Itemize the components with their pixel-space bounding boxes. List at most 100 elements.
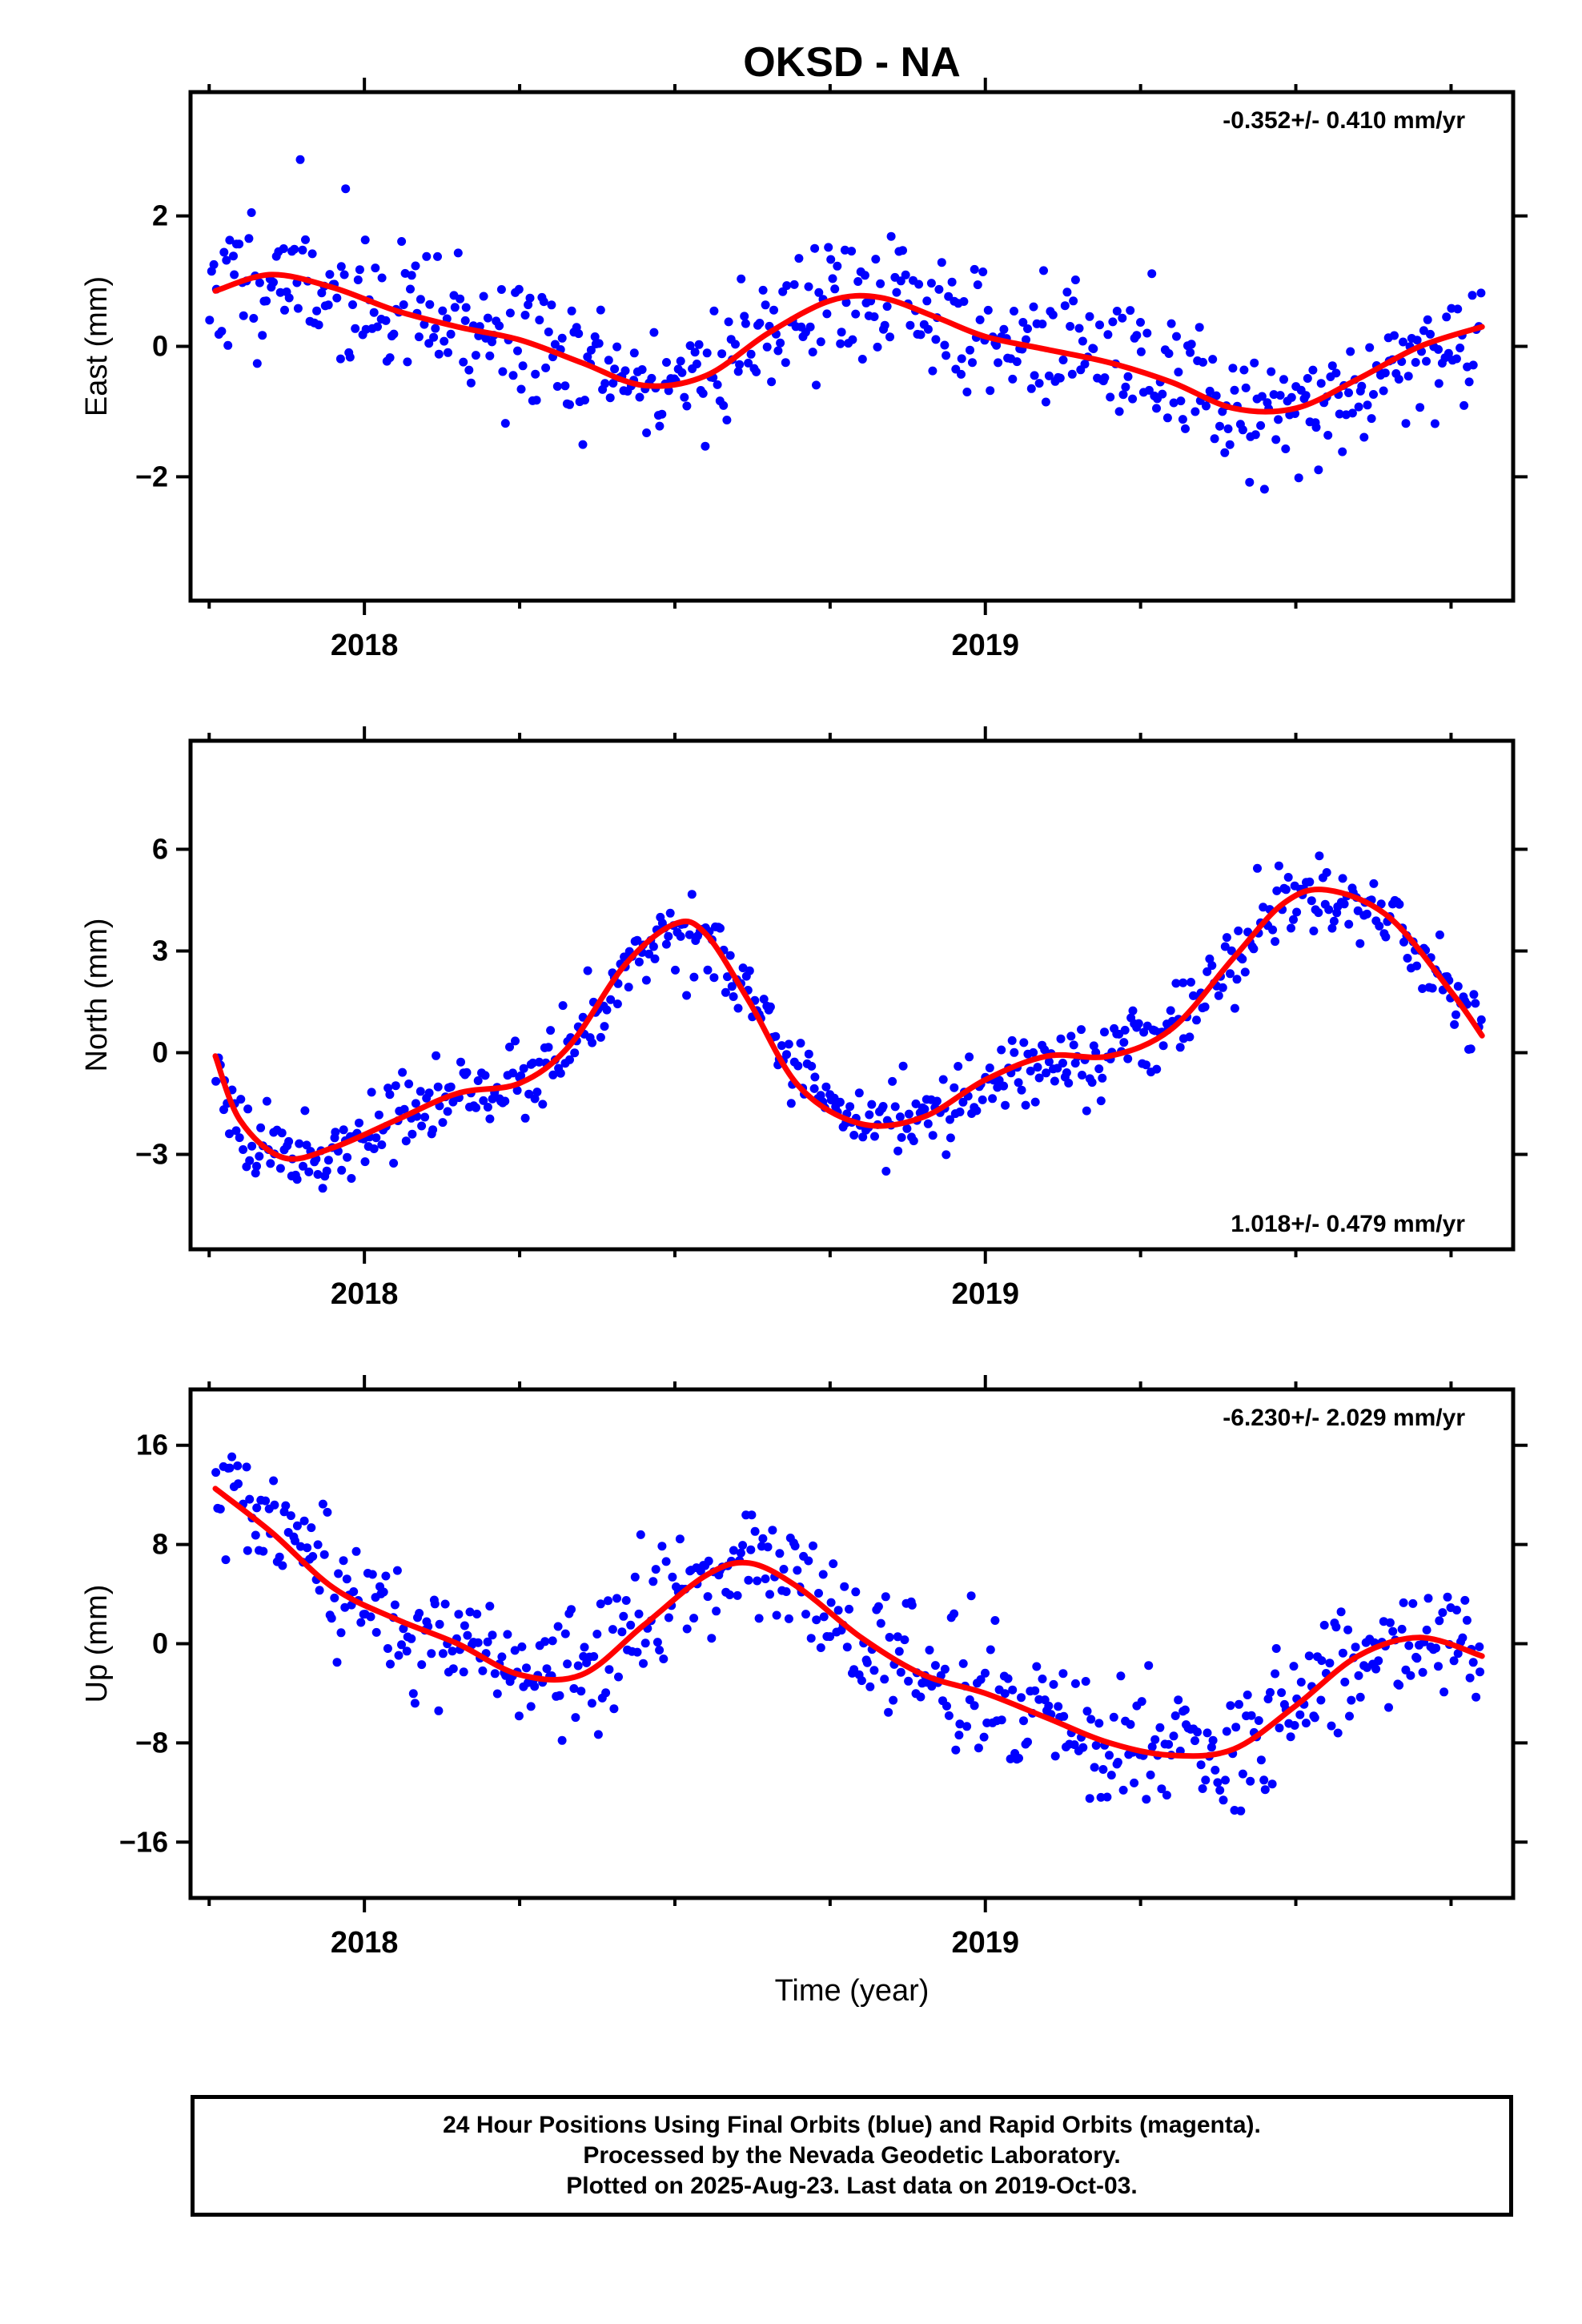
data-point bbox=[694, 340, 704, 349]
data-point bbox=[403, 357, 412, 367]
data-point bbox=[1091, 1741, 1101, 1750]
data-point bbox=[1427, 983, 1437, 993]
data-point bbox=[985, 1063, 994, 1072]
data-point bbox=[408, 1689, 418, 1699]
data-point bbox=[340, 1602, 350, 1612]
data-point bbox=[1469, 990, 1479, 999]
data-point bbox=[1081, 1677, 1090, 1686]
data-point bbox=[1231, 1723, 1241, 1732]
data-point bbox=[657, 1542, 667, 1551]
data-point bbox=[965, 1052, 974, 1062]
data-point bbox=[1287, 392, 1296, 402]
data-point bbox=[1218, 983, 1227, 992]
data-point bbox=[1222, 1727, 1231, 1736]
data-point bbox=[367, 1570, 377, 1579]
data-point bbox=[1085, 1794, 1094, 1803]
data-point bbox=[255, 278, 264, 287]
data-point bbox=[754, 1614, 764, 1623]
data-point bbox=[773, 346, 783, 356]
data-point bbox=[472, 1103, 480, 1112]
data-point bbox=[629, 348, 639, 358]
data-point bbox=[1465, 1673, 1475, 1683]
y-tick-label: 0 bbox=[152, 1627, 168, 1660]
data-point bbox=[1171, 979, 1181, 988]
data-point bbox=[1134, 1019, 1143, 1028]
data-point bbox=[488, 337, 496, 347]
data-point bbox=[740, 312, 749, 321]
data-point bbox=[761, 1574, 770, 1583]
data-point bbox=[885, 1633, 894, 1642]
data-point bbox=[327, 1614, 336, 1623]
data-point bbox=[1162, 1791, 1171, 1800]
data-point bbox=[1126, 306, 1135, 316]
data-point bbox=[738, 1541, 748, 1550]
data-point bbox=[438, 1118, 448, 1128]
plot-frame bbox=[188, 90, 1516, 603]
data-point bbox=[1074, 324, 1084, 333]
data-point bbox=[1238, 955, 1247, 964]
data-point bbox=[1347, 408, 1357, 418]
data-point bbox=[1307, 896, 1316, 906]
data-point bbox=[955, 1108, 965, 1116]
data-point bbox=[1019, 1038, 1029, 1047]
data-point bbox=[1275, 1723, 1284, 1733]
data-point bbox=[1260, 1785, 1270, 1795]
data-point bbox=[1438, 1608, 1447, 1618]
data-point bbox=[768, 1526, 777, 1535]
data-point bbox=[889, 1695, 898, 1705]
data-point bbox=[806, 1634, 816, 1643]
data-point bbox=[1054, 1702, 1063, 1711]
data-point bbox=[318, 1184, 327, 1193]
trend-fit-line bbox=[212, 1486, 1485, 1759]
data-point bbox=[520, 1113, 530, 1123]
data-point bbox=[1185, 1032, 1195, 1042]
data-point bbox=[592, 1630, 602, 1638]
data-point bbox=[479, 1096, 488, 1105]
data-point bbox=[552, 382, 562, 391]
data-point bbox=[923, 1119, 933, 1128]
data-point bbox=[712, 1606, 721, 1616]
data-point bbox=[946, 1115, 954, 1124]
data-point bbox=[1256, 420, 1266, 430]
data-point bbox=[1118, 390, 1128, 400]
data-point bbox=[885, 332, 894, 342]
data-point bbox=[1181, 424, 1190, 433]
y-tick-label: 8 bbox=[152, 1528, 168, 1561]
data-point bbox=[1032, 1662, 1042, 1671]
data-point bbox=[221, 1555, 231, 1565]
data-point bbox=[1277, 1688, 1287, 1698]
y-tick-label: −8 bbox=[135, 1726, 168, 1759]
data-point bbox=[655, 421, 665, 431]
data-point bbox=[389, 329, 399, 339]
data-point bbox=[1363, 400, 1372, 410]
data-point bbox=[962, 1722, 972, 1731]
data-point bbox=[1039, 266, 1048, 275]
data-point bbox=[909, 1136, 918, 1146]
data-point bbox=[621, 1596, 631, 1605]
data-point bbox=[1080, 360, 1090, 369]
data-point bbox=[1462, 1615, 1472, 1625]
data-point bbox=[604, 356, 613, 365]
data-point bbox=[277, 1128, 287, 1138]
data-point bbox=[862, 1658, 872, 1667]
data-point bbox=[951, 1745, 961, 1755]
data-point bbox=[801, 1610, 810, 1619]
data-point bbox=[810, 1072, 820, 1082]
data-point bbox=[793, 1061, 803, 1071]
data-point bbox=[988, 1094, 998, 1104]
data-point bbox=[1058, 356, 1068, 364]
data-point bbox=[738, 963, 748, 973]
data-point bbox=[222, 255, 231, 265]
data-point bbox=[1147, 1742, 1157, 1751]
data-point bbox=[557, 1735, 567, 1745]
data-point bbox=[1087, 1078, 1097, 1088]
data-point bbox=[1089, 1041, 1098, 1051]
plot-frame bbox=[188, 1387, 1516, 1900]
data-point bbox=[454, 1610, 464, 1619]
data-point bbox=[394, 1651, 404, 1660]
data-point bbox=[1186, 348, 1195, 357]
data-point bbox=[225, 235, 235, 245]
data-point bbox=[865, 1682, 875, 1691]
data-point bbox=[796, 1039, 805, 1048]
data-point bbox=[957, 354, 966, 364]
